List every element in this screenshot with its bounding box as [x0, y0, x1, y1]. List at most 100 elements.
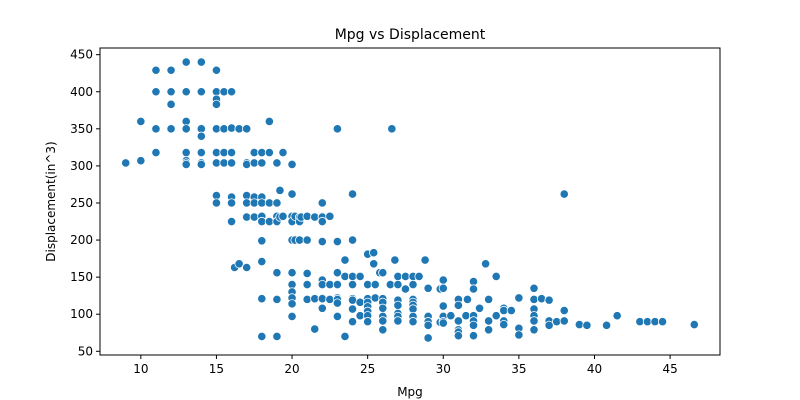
- x-tick-label: 25: [360, 362, 375, 376]
- data-point-170: [393, 271, 403, 281]
- data-point-173: [393, 300, 403, 310]
- data-point-243: [544, 320, 554, 330]
- data-point-221: [484, 294, 494, 304]
- data-point-217: [468, 320, 479, 330]
- data-point-222: [484, 316, 494, 326]
- data-point-180: [408, 279, 418, 290]
- data-point-212: [462, 294, 473, 304]
- data-point-7: [166, 65, 176, 75]
- data-point-8: [166, 87, 176, 97]
- data-point-225: [491, 311, 501, 321]
- data-point-235: [529, 294, 539, 304]
- data-point-54: [242, 198, 252, 208]
- data-point-230: [506, 305, 516, 316]
- data-point-144: [355, 271, 365, 281]
- x-tick-label: 15: [209, 362, 224, 376]
- data-point-55: [242, 212, 252, 222]
- data-point-234: [529, 283, 539, 293]
- data-point-45: [226, 198, 237, 208]
- data-point-74: [264, 198, 274, 208]
- data-point-133: [340, 255, 350, 265]
- data-point-134: [340, 271, 350, 281]
- data-point-38: [219, 147, 229, 158]
- data-point-72: [264, 116, 274, 127]
- data-point-211: [461, 311, 471, 321]
- data-point-68: [257, 236, 267, 246]
- data-point-118: [317, 279, 327, 290]
- data-point-171: [393, 279, 403, 290]
- data-point-77: [272, 198, 282, 208]
- data-point-60: [249, 198, 259, 208]
- data-point-122: [325, 211, 335, 221]
- data-point-136: [347, 189, 358, 199]
- data-point-246: [559, 305, 569, 316]
- data-point-80: [272, 268, 282, 278]
- data-point-87: [287, 159, 297, 170]
- data-point-120: [317, 294, 327, 304]
- y-tick-label: 200: [70, 233, 93, 247]
- data-point-88: [287, 189, 297, 199]
- data-point-163: [378, 303, 388, 313]
- data-point-56: [242, 262, 252, 273]
- data-point-63: [257, 158, 267, 168]
- data-point-97: [287, 311, 297, 322]
- data-point-249: [582, 320, 592, 330]
- data-point-107: [302, 279, 312, 290]
- data-point-156: [369, 259, 379, 269]
- data-point-227: [499, 305, 509, 316]
- data-point-105: [302, 235, 312, 245]
- x-tick-label: 45: [662, 362, 677, 376]
- data-point-135: [340, 331, 350, 342]
- data-point-197: [438, 275, 448, 285]
- data-point-1: [136, 116, 146, 127]
- data-point-252: [635, 317, 645, 327]
- y-tick-label: 250: [70, 196, 93, 210]
- data-point-231: [514, 293, 524, 303]
- y-tick-label: 150: [70, 270, 93, 284]
- data-point-0: [121, 158, 131, 168]
- data-point-169: [390, 255, 400, 265]
- y-axis: 50 100 150 200 250 300 350 400 450: [70, 48, 100, 358]
- data-point-48: [234, 259, 244, 269]
- y-axis-label: Displacement(in^3): [44, 141, 58, 262]
- data-point-145: [355, 297, 365, 307]
- data-point-69: [257, 256, 267, 267]
- data-point-125: [332, 124, 343, 134]
- data-point-81: [272, 294, 282, 304]
- data-point-37: [219, 124, 229, 134]
- data-point-6: [151, 147, 161, 158]
- data-point-247: [559, 316, 569, 326]
- data-point-146: [355, 311, 365, 321]
- data-point-143: [347, 317, 358, 327]
- data-point-214: [468, 284, 479, 294]
- x-tick-label: 20: [284, 362, 299, 376]
- data-point-104: [302, 211, 312, 221]
- data-point-112: [317, 198, 327, 208]
- data-point-253: [642, 317, 653, 327]
- data-point-58: [249, 158, 259, 168]
- data-point-219: [474, 303, 485, 313]
- data-point-189: [423, 283, 433, 293]
- data-point-67: [257, 216, 267, 227]
- data-point-155: [369, 248, 379, 258]
- data-point-14: [181, 124, 191, 134]
- data-point-96: [287, 299, 297, 309]
- data-point-138: [347, 271, 358, 281]
- data-point-30: [211, 99, 222, 109]
- y-tick-label: 300: [70, 159, 93, 173]
- data-point-245: [559, 189, 569, 199]
- data-point-4: [151, 87, 161, 97]
- data-point-110: [310, 294, 320, 304]
- data-point-46: [226, 216, 237, 227]
- data-point-193: [423, 320, 433, 330]
- data-point-15: [181, 147, 191, 158]
- data-point-187: [414, 271, 424, 281]
- data-point-71: [257, 331, 267, 342]
- data-point-33: [211, 158, 222, 168]
- data-point-57: [249, 147, 259, 158]
- data-point-239: [529, 325, 539, 335]
- data-point-70: [257, 294, 267, 304]
- data-point-199: [438, 301, 448, 311]
- data-point-82: [272, 331, 282, 342]
- data-point-128: [332, 279, 343, 290]
